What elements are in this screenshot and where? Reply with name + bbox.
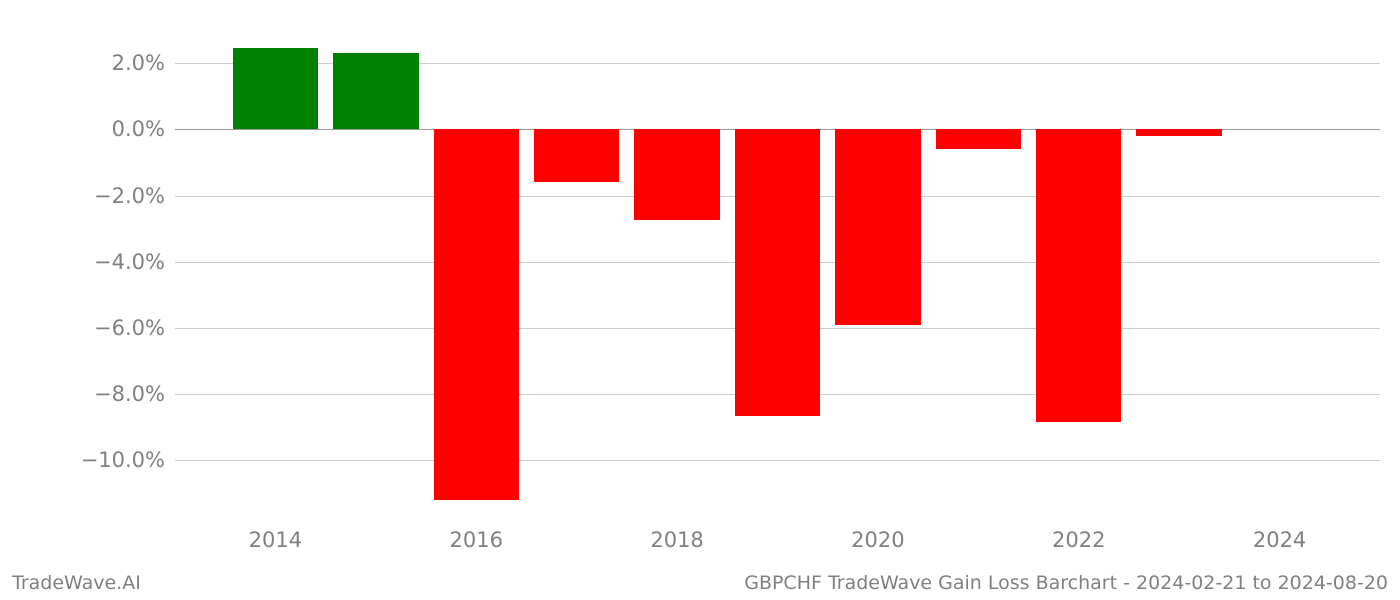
- y-tick-label: −10.0%: [81, 448, 175, 472]
- footer-right-text: GBPCHF TradeWave Gain Loss Barchart - 20…: [744, 572, 1388, 594]
- bar: [634, 129, 719, 220]
- bar: [936, 129, 1021, 149]
- chart-figure: −10.0% −8.0% −6.0% −4.0% −2.0% 0.0% 2.0% 2014 20…: [0, 0, 1400, 600]
- y-tick-label: −8.0%: [94, 382, 175, 406]
- plot-area: −10.0%−8.0%−6.0%−4.0%−2.0%0.0%2.0%201420…: [175, 30, 1380, 520]
- y-tick-label: 2.0%: [112, 51, 175, 75]
- bar: [735, 129, 820, 415]
- bar: [1036, 129, 1121, 422]
- gridline: [175, 460, 1380, 461]
- bar: [1136, 129, 1221, 136]
- y-tick-label: −6.0%: [94, 316, 175, 340]
- x-tick-label: 2024: [1253, 520, 1306, 552]
- x-tick-label: 2022: [1052, 520, 1105, 552]
- x-tick-label: 2016: [450, 520, 503, 552]
- x-tick-label: 2020: [851, 520, 904, 552]
- y-tick-label: 0.0%: [112, 117, 175, 141]
- x-tick-label: 2014: [249, 520, 302, 552]
- bar: [333, 53, 418, 129]
- bar: [434, 129, 519, 500]
- bar: [835, 129, 920, 324]
- bar: [534, 129, 619, 182]
- y-tick-label: −4.0%: [94, 250, 175, 274]
- y-tick-label: −2.0%: [94, 184, 175, 208]
- x-tick-label: 2018: [650, 520, 703, 552]
- bar: [233, 48, 318, 129]
- footer-left-text: TradeWave.AI: [12, 572, 141, 594]
